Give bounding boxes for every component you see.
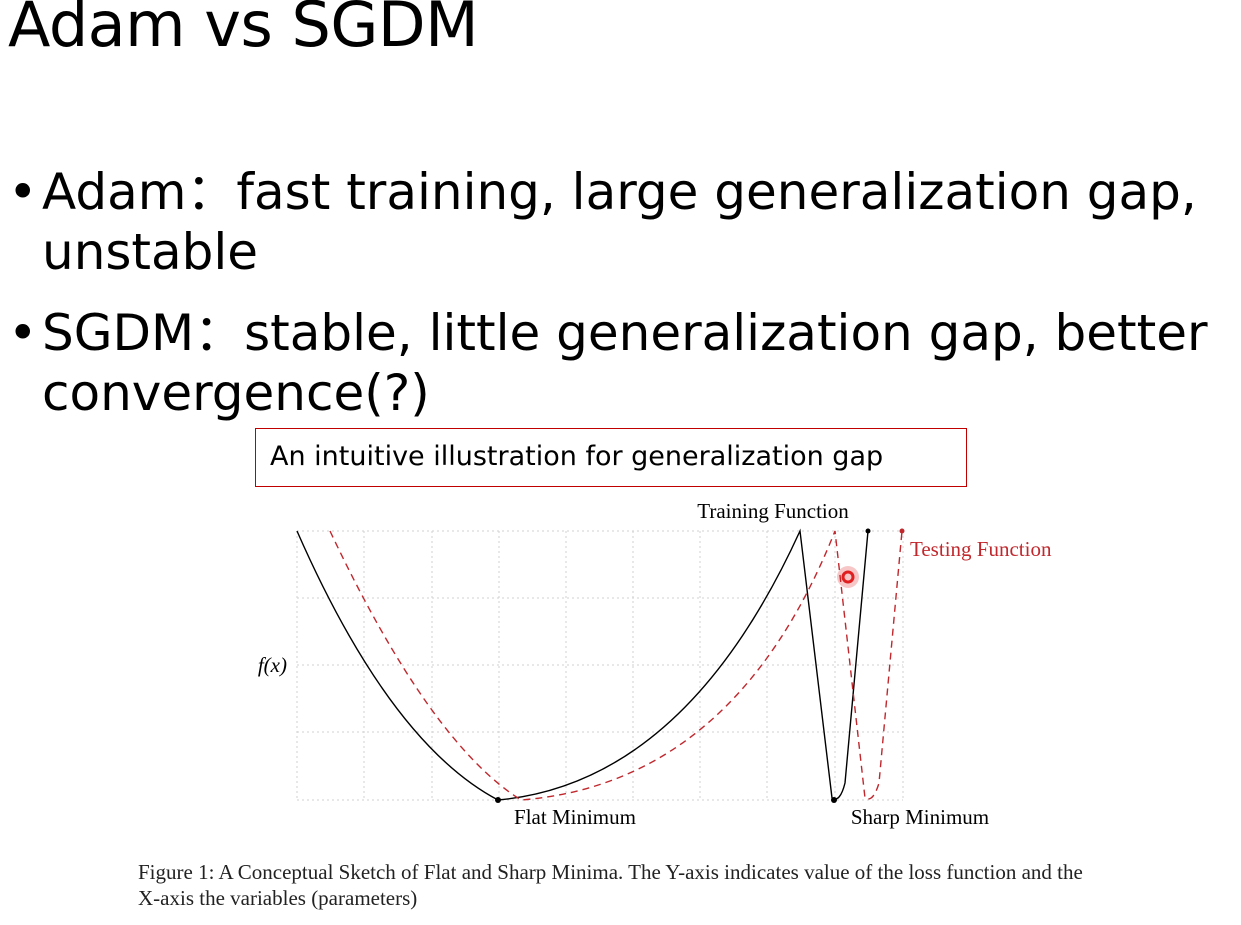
- grid-lines: [296, 530, 904, 801]
- sharp-minimum-point: [831, 797, 837, 803]
- bullet-list: • Adam：fast training, large generalizati…: [8, 162, 1233, 444]
- sharp-minimum-label: Sharp Minimum: [851, 805, 989, 829]
- flat-minimum-label: Flat Minimum: [514, 805, 636, 829]
- minima-figure: Training Function Testing Function f(x) …: [45, 493, 1145, 925]
- y-axis-label: f(x): [258, 653, 287, 677]
- bullet-marker: •: [8, 304, 38, 362]
- minima-sketch: Training Function Testing Function f(x) …: [258, 499, 1052, 829]
- flat-minimum-point: [495, 797, 501, 803]
- figure-caption: Figure 1: A Conceptual Sketch of Flat an…: [138, 860, 1083, 910]
- slide-title: Adam vs SGDM: [8, 0, 479, 61]
- bullet-adam: • Adam：fast training, large generalizati…: [8, 162, 1233, 282]
- bullet-marker: •: [8, 163, 38, 221]
- bullet-sgdm: • SGDM：stable, little generalization gap…: [8, 303, 1233, 423]
- bullet-text: SGDM：stable, little generalization gap, …: [42, 304, 1208, 422]
- training-top-point: [865, 528, 871, 534]
- bullet-text: Adam：fast training, large generalization…: [42, 163, 1197, 281]
- callout-box: An intuitive illustration for generaliza…: [255, 428, 967, 487]
- testing-curve: [329, 530, 903, 801]
- cursor-icon: [837, 566, 859, 588]
- testing-function-label: Testing Function: [910, 537, 1052, 561]
- training-function-label: Training Function: [697, 499, 849, 523]
- testing-top-point: [899, 528, 905, 534]
